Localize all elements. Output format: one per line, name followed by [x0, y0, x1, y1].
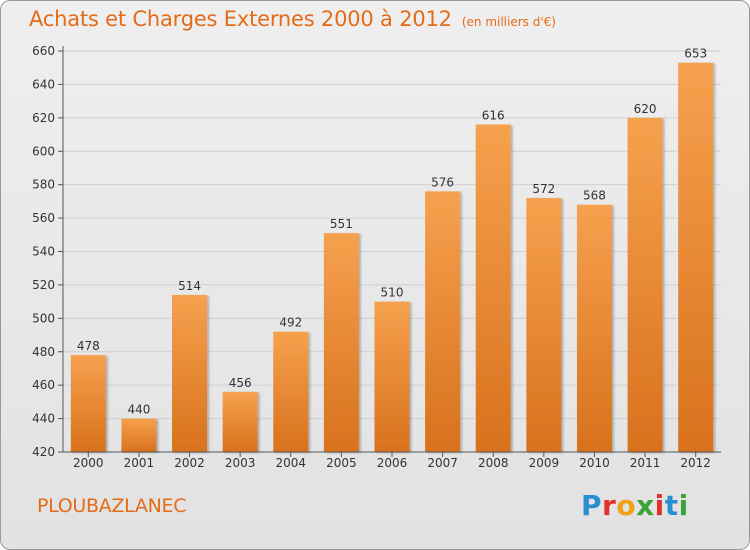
- y-tick-label: 660: [32, 44, 55, 58]
- bar: [627, 117, 663, 452]
- y-tick-label: 560: [32, 211, 55, 225]
- data-label: 492: [279, 316, 302, 330]
- bar: [121, 418, 157, 452]
- bar: [475, 124, 511, 453]
- bar: [425, 191, 461, 452]
- bar: [374, 301, 410, 452]
- y-tick-label: 460: [32, 378, 55, 392]
- x-tick-label: 2000: [73, 456, 104, 470]
- bar: [70, 355, 106, 452]
- bar: [576, 204, 612, 452]
- y-tick-label: 500: [32, 311, 55, 325]
- x-tick-label: 2007: [427, 456, 458, 470]
- data-label: 510: [381, 286, 404, 300]
- proxiti-logo: Proxiti: [581, 489, 689, 522]
- x-tick-label: 2002: [174, 456, 205, 470]
- chart-unit: (en milliers d'€): [461, 15, 556, 29]
- bar: [172, 294, 208, 452]
- x-axis-ticks: 2000 2001 2002 2003 2004 2005 2006 2007 2008 2009…: [73, 452, 711, 470]
- data-label: 620: [634, 102, 657, 116]
- commune-name: PLOUBAZLANEC: [37, 495, 187, 517]
- data-label: 653: [684, 47, 707, 61]
- data-label: 514: [178, 279, 201, 293]
- axes: [62, 46, 721, 453]
- x-tick-label: 2010: [579, 456, 610, 470]
- data-label: 568: [583, 189, 606, 203]
- y-tick-label: 520: [32, 278, 55, 292]
- logo-letter: i: [678, 489, 689, 522]
- x-tick-label: 2003: [225, 456, 256, 470]
- y-tick-label: 600: [32, 144, 55, 158]
- bar: [222, 391, 258, 452]
- x-tick-label: 2011: [630, 456, 661, 470]
- y-tick-label: 540: [32, 245, 55, 259]
- x-tick-label: 2006: [377, 456, 408, 470]
- x-tick-label: 2008: [478, 456, 509, 470]
- y-tick-label: 580: [32, 178, 55, 192]
- chart-title: Achats et Charges Externes 2000 à 2012 (e…: [29, 7, 556, 31]
- logo-letter: i: [654, 489, 665, 522]
- data-label: 616: [482, 109, 505, 123]
- y-axis-ticks: 420 440 460 480 500 520 540 560 580 600 620 640 660: [32, 44, 63, 459]
- data-label: 572: [532, 182, 555, 196]
- data-label: 456: [229, 376, 252, 390]
- data-label: 551: [330, 217, 353, 231]
- chart-title-text: Achats et Charges Externes 2000 à 2012: [29, 7, 452, 31]
- logo-letter: o: [616, 489, 637, 522]
- y-tick-label: 620: [32, 111, 55, 125]
- x-tick-label: 2001: [124, 456, 155, 470]
- logo-letter: t: [664, 489, 679, 522]
- x-tick-label: 2012: [680, 456, 711, 470]
- logo-letter: r: [602, 489, 617, 522]
- x-tick-label: 2009: [529, 456, 560, 470]
- bar: [323, 233, 359, 452]
- bar: [526, 198, 562, 452]
- logo-letter: x: [636, 489, 655, 522]
- logo-letter: P: [581, 489, 603, 522]
- y-tick-label: 640: [32, 77, 55, 91]
- bar: [273, 331, 309, 452]
- bar: [678, 62, 714, 453]
- x-tick-label: 2004: [275, 456, 306, 470]
- data-label: 576: [431, 175, 454, 189]
- y-tick-label: 440: [32, 412, 55, 426]
- x-tick-label: 2005: [326, 456, 357, 470]
- bars: 478 440 514 456 492 551 510 576 616 572 568 620 653: [70, 47, 714, 453]
- y-tick-label: 420: [32, 445, 55, 459]
- data-label: 440: [127, 403, 150, 417]
- data-label: 478: [77, 339, 100, 353]
- y-tick-label: 480: [32, 345, 55, 359]
